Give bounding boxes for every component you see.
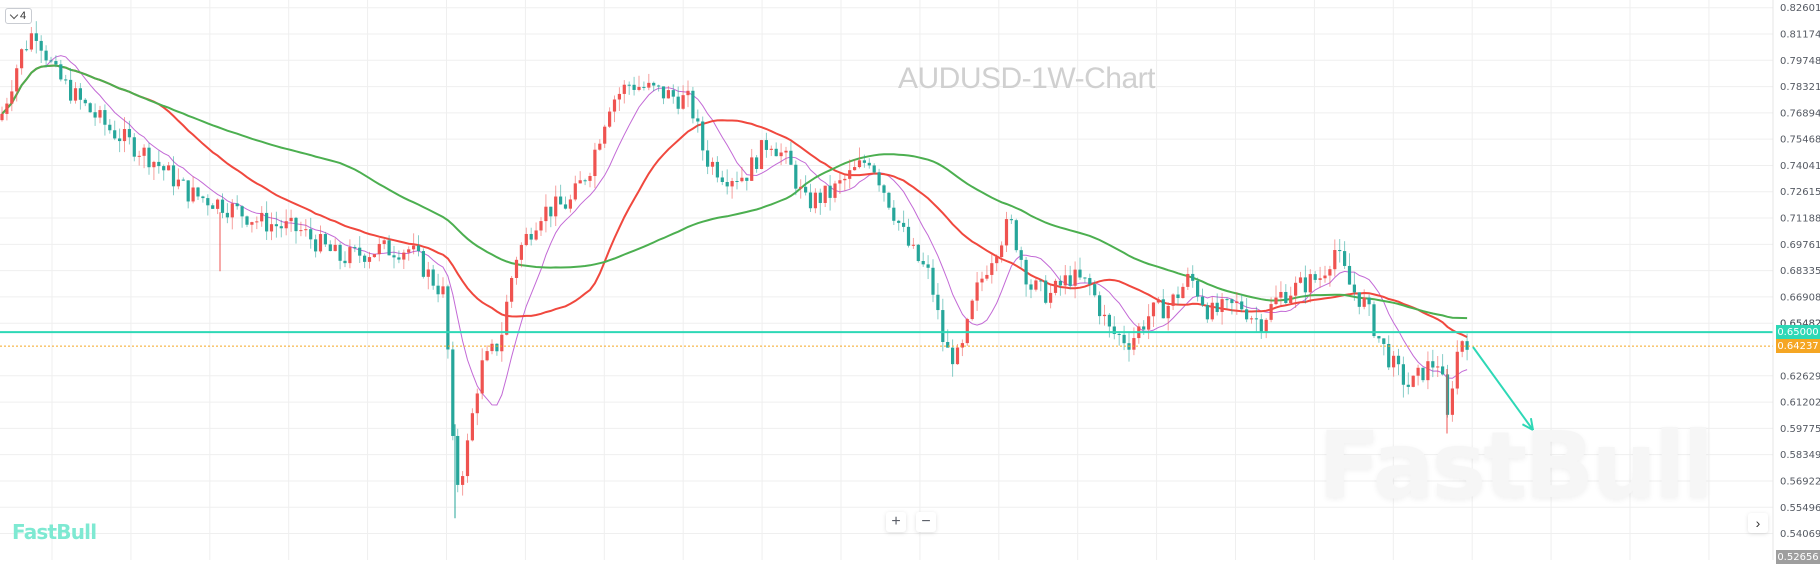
price-axis-tick: 0.79748 [1780,56,1820,67]
price-axis-tick: 0.65482 [1780,319,1820,330]
price-axis-tick: 0.81174 [1780,30,1820,41]
axis-bottom-tag: 0.52656 [1776,550,1820,564]
price-axis-tick: 0.71188 [1780,214,1820,225]
price-axis-tick: 0.75468 [1780,135,1820,146]
chevron-right-icon: › [1755,515,1761,531]
indicator-toggle-button[interactable]: 4 [5,8,33,24]
price-axis-tick: 0.65482 [1780,319,1820,330]
moving-averages [1,55,1468,406]
trend-arrow-annotation [1472,346,1535,432]
ma-line-ma-short [1,55,1468,406]
plus-icon: + [891,513,901,530]
candlesticks [0,21,1469,519]
chart-grid [0,0,1773,560]
zoom-in-button[interactable]: + [886,512,906,532]
arrow-down-icon[interactable] [1472,346,1534,431]
price-axis-tick: 0.62629 [1780,371,1820,382]
price-axis-tick: 0.61202 [1780,398,1820,409]
price-axis-tick: 0.66908 [1780,292,1820,303]
indicator-count: 4 [20,10,27,22]
price-axis-tick: 0.72615 [1780,187,1820,198]
price-axis-tick: 0.55496 [1780,503,1820,514]
minus-icon: − [921,513,931,530]
zoom-out-button[interactable]: − [916,512,936,532]
horizontal-price-lines [0,331,1773,347]
price-axis[interactable]: 0.82601 0.81174 0.79748 0.78321 0.76894 0.754… [1780,3,1820,540]
chart-title-watermark: AUDUSD-1W-Chart [898,62,1155,95]
price-axis-tick: 0.69761 [1780,240,1820,251]
price-axis-tick: 0.58349 [1780,450,1820,461]
price-axis-tick: 0.74041 [1780,161,1820,172]
price-axis-tick: 0.82601 [1780,3,1820,14]
ma-line-ma-long [1,64,1468,320]
price-axis-tick: 0.54069 [1780,529,1820,540]
chevron-down-icon [9,10,19,19]
horizontal-line-price-tag: 0.65000 [1776,325,1820,340]
brand-watermark: FastBull [1318,412,1714,519]
scroll-right-button[interactable]: › [1748,513,1768,533]
price-axis-tick: 0.59775 [1780,424,1820,435]
price-axis-tick: 0.76894 [1780,108,1820,119]
last-price-tag: 0.64237 [1776,339,1820,354]
price-axis-tick: 0.78321 [1780,82,1820,93]
price-axis-tick: 0.68335 [1780,266,1820,277]
price-axis-tick: 0.56922 [1780,476,1820,487]
brand-logo: FastBull [12,520,97,544]
